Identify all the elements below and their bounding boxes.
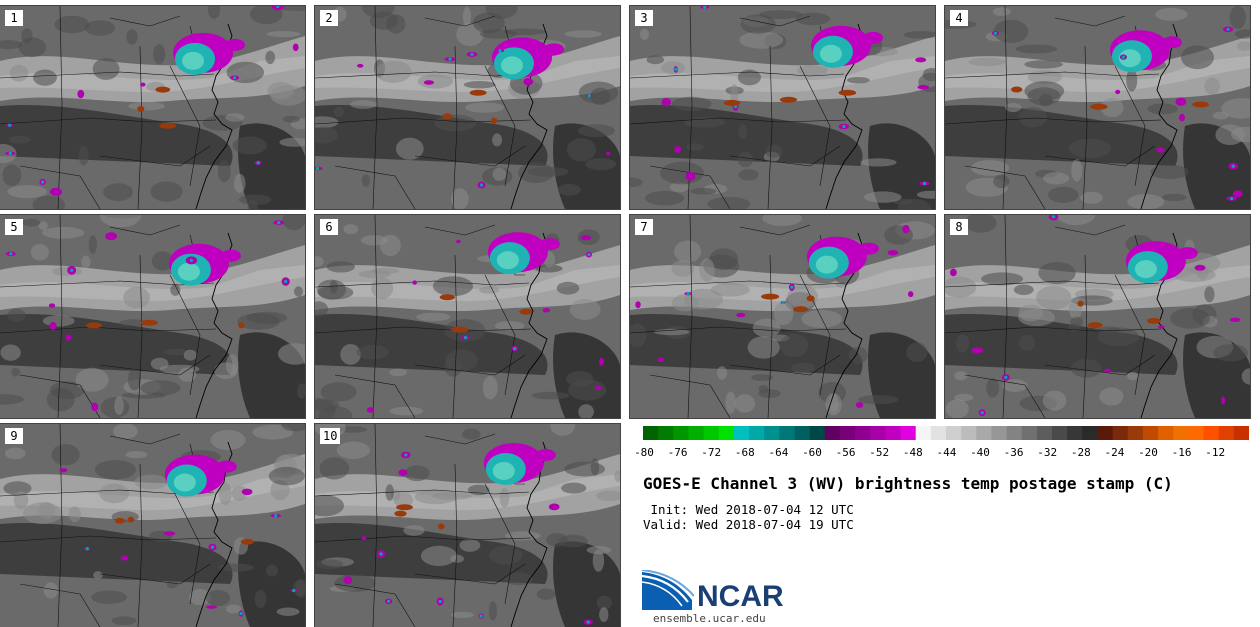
colorbar-swatch	[885, 426, 902, 440]
colorbar-swatch	[764, 426, 780, 440]
water-vapor-map	[630, 6, 935, 209]
colorbar-tick-label: -40	[970, 446, 990, 459]
colorbar-swatch	[1112, 426, 1129, 440]
colorbar-tick-label: -56	[835, 446, 856, 459]
colorbar	[643, 426, 1249, 440]
postage-stamp-panel-3: 3	[629, 5, 936, 210]
colorbar-swatch	[794, 426, 811, 440]
member-number: 6	[320, 219, 338, 235]
water-vapor-map	[945, 6, 1250, 209]
colorbar-swatch	[703, 426, 720, 440]
ncar-url: ensemble.ucar.edu	[653, 612, 766, 625]
colorbar-swatch	[976, 426, 993, 440]
colorbar-swatch	[1158, 426, 1174, 440]
colorbar-swatch	[1127, 426, 1144, 440]
colorbar-tick-label: -28	[1070, 446, 1091, 459]
colorbar-swatch	[1021, 426, 1038, 440]
member-number: 7	[635, 219, 653, 235]
colorbar-tick-label: -36	[1003, 446, 1024, 459]
postage-stamp-panel-7: 7	[629, 214, 936, 419]
colorbar-swatch	[1082, 426, 1099, 440]
valid-time: Valid: Wed 2018-07-04 19 UTC	[643, 517, 854, 532]
postage-stamp-panel-5: 5	[0, 214, 306, 419]
colorbar-swatch	[779, 426, 796, 440]
postage-stamp-panel-10: 10	[314, 423, 621, 627]
colorbar-swatch	[915, 426, 932, 440]
colorbar-swatch	[1036, 426, 1053, 440]
colorbar-swatch	[961, 426, 977, 440]
postage-stamp-panel-8: 8	[944, 214, 1251, 419]
init-time: Init: Wed 2018-07-04 12 UTC	[643, 502, 854, 517]
member-number: 5	[5, 219, 23, 235]
colorbar-tick-label: -64	[768, 446, 789, 459]
colorbar-tick-label: -76	[667, 446, 688, 459]
colorbar-swatch	[839, 426, 856, 440]
member-number: 2	[320, 10, 338, 26]
member-number: 10	[320, 428, 341, 444]
colorbar-swatch	[658, 426, 674, 440]
member-number: 3	[635, 10, 653, 26]
colorbar-swatch	[900, 426, 917, 440]
colorbar-tick-label: -72	[701, 446, 722, 459]
colorbar-tick-label: -60	[802, 446, 822, 459]
colorbar-tick-label: -68	[734, 446, 755, 459]
water-vapor-map	[315, 6, 620, 209]
water-vapor-map	[0, 424, 305, 627]
colorbar-swatch	[1218, 426, 1235, 440]
postage-stamp-panel-1: 1	[0, 5, 306, 210]
colorbar-tick-label: -24	[1104, 446, 1125, 459]
water-vapor-map	[315, 215, 620, 418]
postage-stamp-panel-6: 6	[314, 214, 621, 419]
colorbar-swatch	[946, 426, 962, 440]
colorbar-swatch	[688, 426, 705, 440]
figure-title: GOES-E Channel 3 (WV) brightness temp po…	[643, 474, 1173, 493]
colorbar-swatch	[824, 426, 841, 440]
colorbar-tick-label: -32	[1037, 446, 1058, 459]
colorbar-swatch	[855, 426, 871, 440]
postage-stamp-panel-4: 4	[944, 5, 1251, 210]
member-number: 1	[5, 10, 23, 26]
colorbar-swatch	[643, 426, 659, 440]
colorbar-tick-label: -80	[634, 446, 654, 459]
colorbar-swatch	[673, 426, 690, 440]
colorbar-swatch	[1097, 426, 1114, 440]
colorbar-swatch	[991, 426, 1008, 440]
colorbar-tick-label: -44	[936, 446, 957, 459]
colorbar-swatch	[1173, 426, 1189, 440]
colorbar-swatch	[870, 426, 886, 440]
colorbar-swatch	[1203, 426, 1220, 440]
ncar-wordmark: NCAR	[697, 580, 784, 613]
water-vapor-map	[0, 215, 305, 418]
colorbar-tick-label: -52	[869, 446, 890, 459]
postage-stamp-panel-9: 9	[0, 423, 306, 627]
colorbar-tick-label: -48	[902, 446, 923, 459]
colorbar-tick-label: -20	[1138, 446, 1158, 459]
colorbar-swatch	[749, 426, 765, 440]
member-number: 8	[950, 219, 968, 235]
ncar-logo-icon	[642, 570, 694, 610]
water-vapor-map	[630, 215, 935, 418]
colorbar-swatch	[733, 426, 750, 440]
member-number: 4	[950, 10, 968, 26]
water-vapor-map	[315, 424, 620, 627]
colorbar-tick-label: -16	[1171, 446, 1192, 459]
colorbar-swatch	[1142, 426, 1159, 440]
member-number: 9	[5, 428, 23, 444]
colorbar-swatch	[1052, 426, 1068, 440]
colorbar-tick-labels: -80 -76 -72 -68 -64 -60 -56 -52 -48 -44 -40 -36 -32-…	[634, 446, 1253, 460]
colorbar-swatch	[1067, 426, 1083, 440]
colorbar-swatch	[930, 426, 947, 440]
colorbar-swatch	[809, 426, 826, 440]
water-vapor-map	[945, 215, 1250, 418]
water-vapor-map	[0, 6, 305, 209]
colorbar-swatch	[1188, 426, 1205, 440]
colorbar-swatch	[1006, 426, 1023, 440]
colorbar-tick-label: -12	[1205, 446, 1226, 459]
colorbar-swatch	[1233, 426, 1249, 440]
colorbar-swatch	[718, 426, 735, 440]
postage-stamp-panel-2: 2	[314, 5, 621, 210]
